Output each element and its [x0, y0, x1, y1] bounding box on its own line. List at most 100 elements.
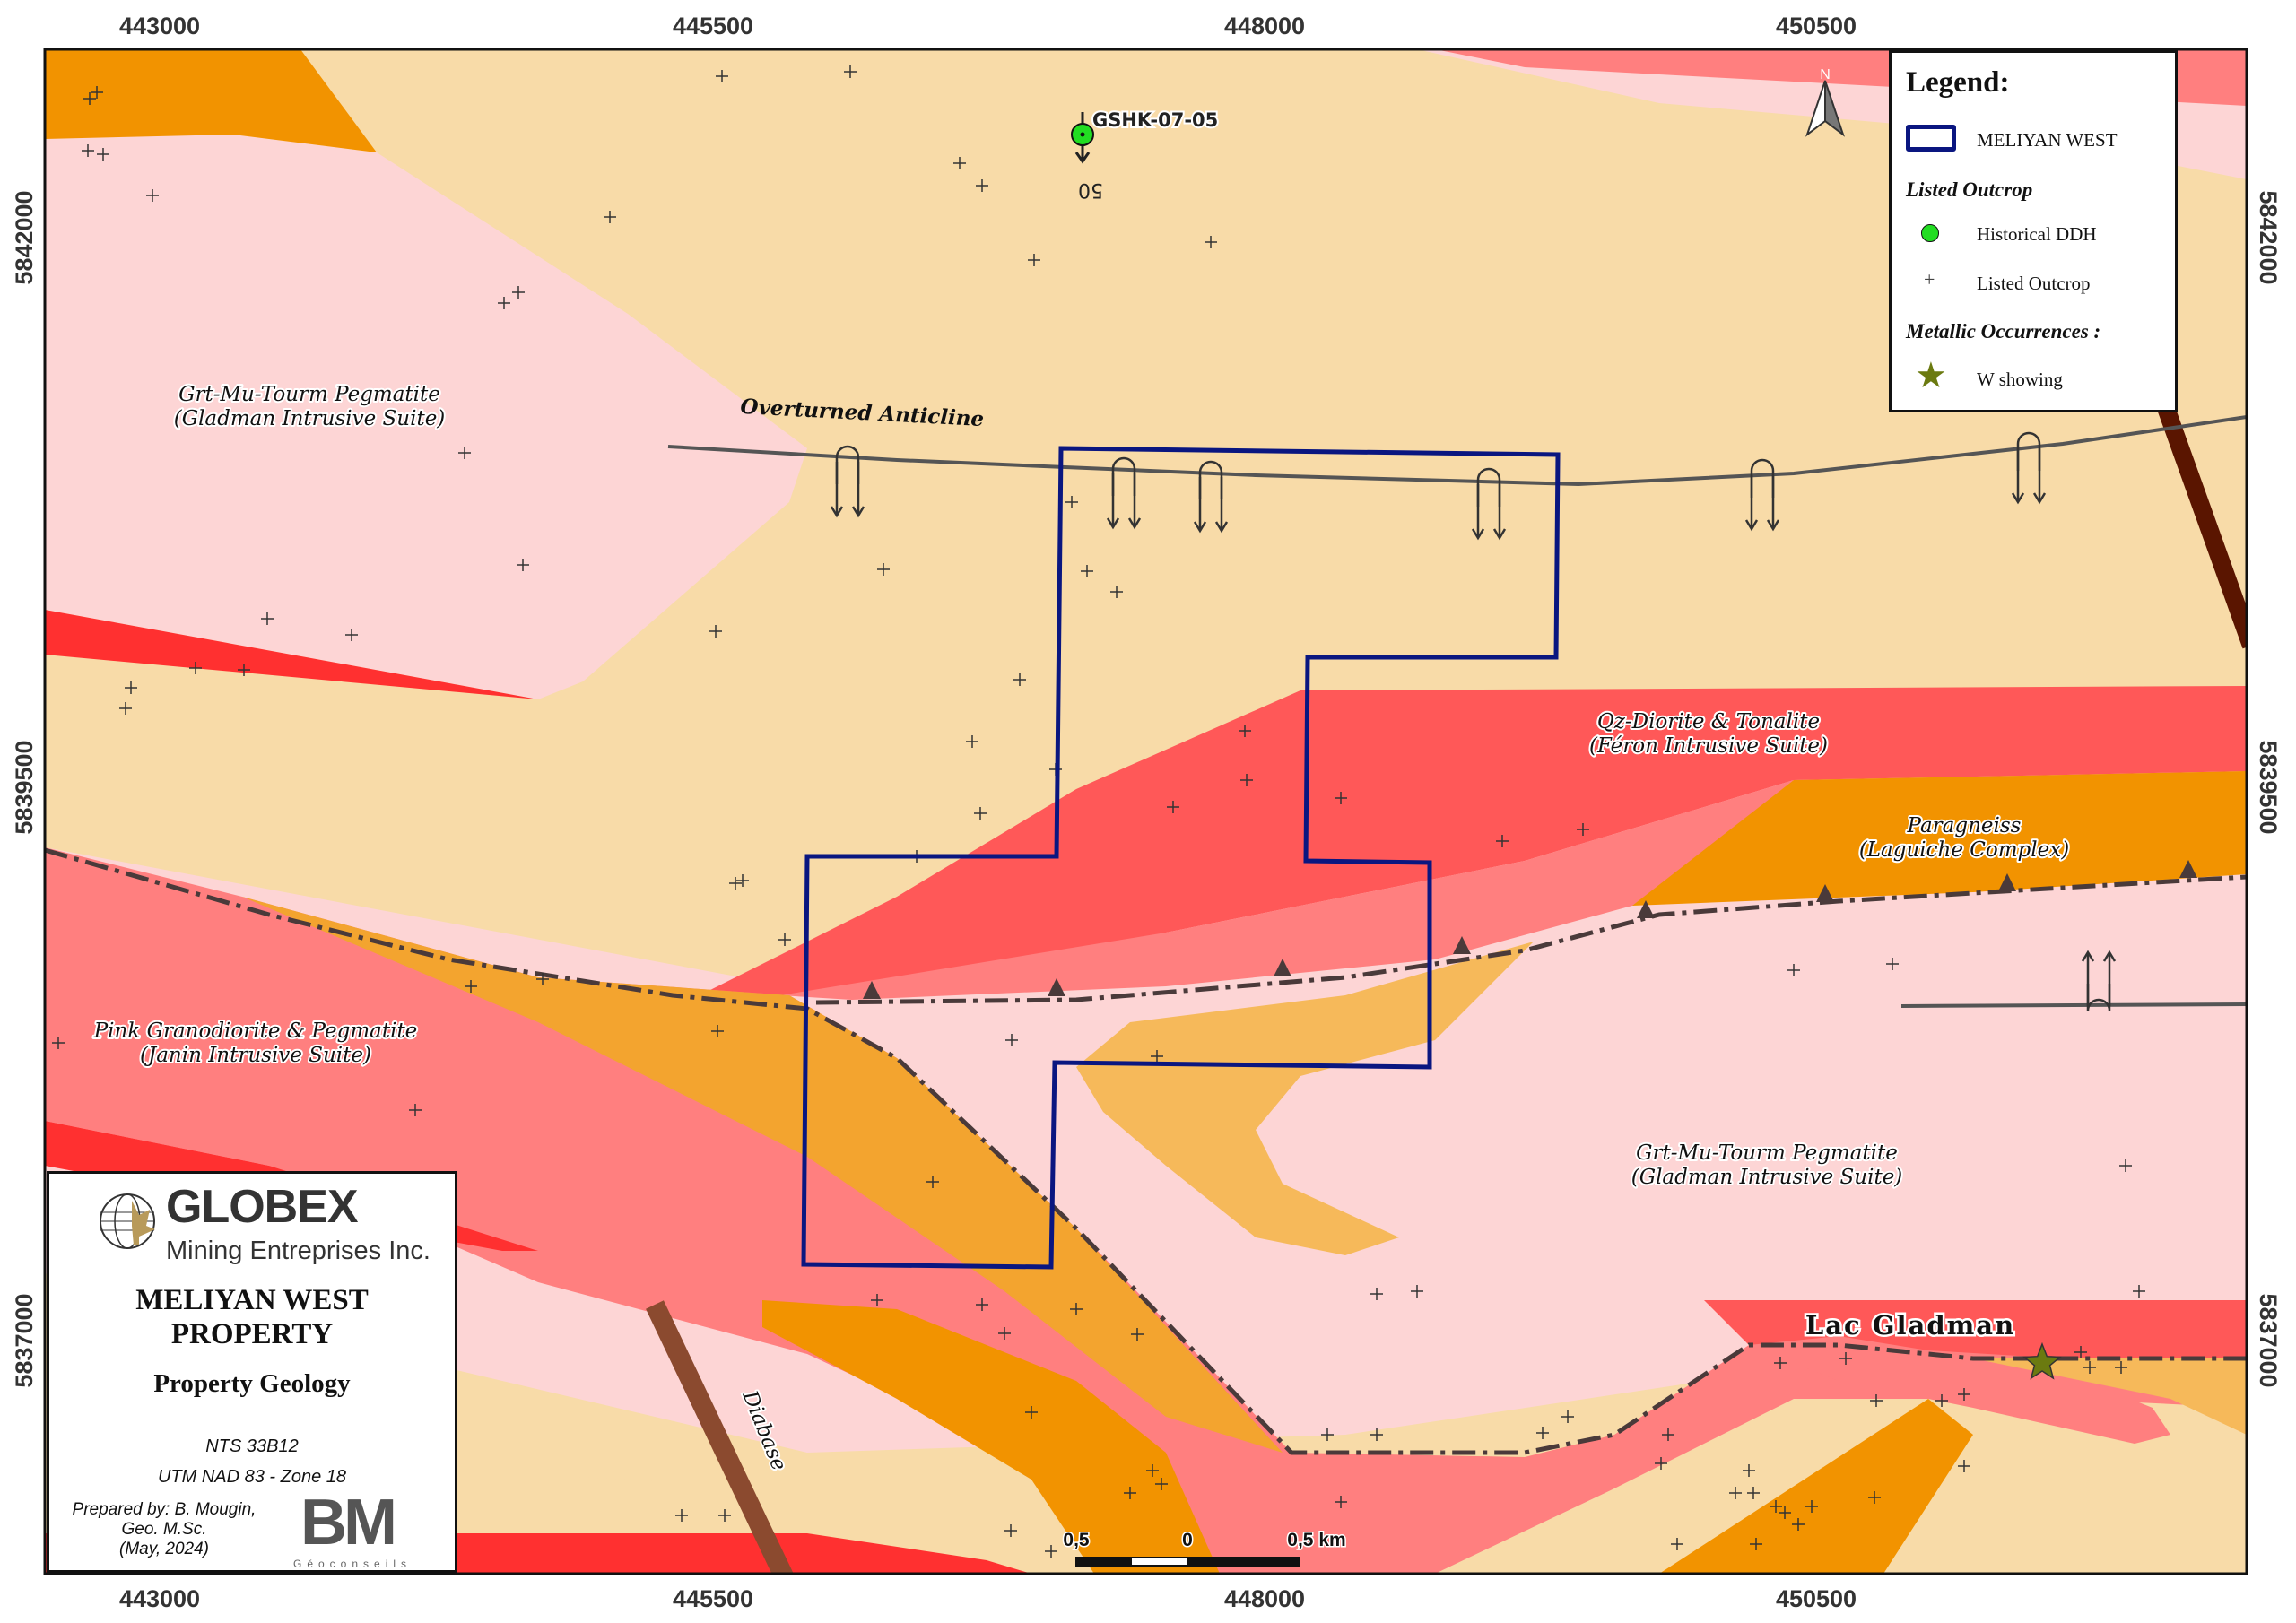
outcrop-cross-icon: [1886, 958, 1899, 970]
outcrop-cross-legend-icon: +: [1924, 268, 1935, 291]
outcrop-cross-icon: [1370, 1428, 1383, 1441]
outcrop-cross-icon: [718, 1509, 731, 1522]
outcrop-cross-icon: [1167, 801, 1179, 813]
y-tick-right: 5837000: [2255, 1293, 2282, 1387]
prepared-by: Prepared by: B. Mougin, Geo. M.Sc. (May,…: [57, 1500, 272, 1559]
x-tick-top: 450500: [1776, 13, 1857, 39]
property-title: MELIYAN WEST PROPERTY: [49, 1283, 455, 1351]
outcrop-cross-icon: [1335, 792, 1347, 804]
legend-panel: Legend: MELIYAN WEST Listed Outcrop Hist…: [1889, 50, 2178, 412]
outcrop-cross-icon: [1868, 1491, 1881, 1504]
fold-arc: [1111, 456, 1136, 496]
thrust-triangle-icon: [1816, 884, 1834, 902]
outcrop-cross-icon: [1655, 1457, 1667, 1470]
outcrop-cross-icon: [1770, 1500, 1782, 1513]
outcrop-cross-icon: [1146, 1464, 1159, 1477]
outcrop-cross-icon: [1750, 1538, 1762, 1550]
unit-paragneiss-east: [1632, 771, 2247, 906]
outcrop-cross-icon: [2083, 1361, 2096, 1374]
label-diorite-2: (Féron Intrusive Suite): [1589, 734, 1828, 758]
unit-qz-diorite: [700, 686, 2247, 995]
coordinate-ticks: 443000 445500 448000 450500 443000 44550…: [11, 13, 2282, 1612]
outcrop-cross-icon: [512, 286, 525, 299]
fold-arrowhead: [1106, 517, 1120, 530]
w-showing-star-icon[interactable]: [2022, 1341, 2062, 1380]
bm-logo: BM: [300, 1487, 397, 1558]
map-frame: [43, 48, 2248, 1575]
property-boundary-meliyan-west[interactable]: [801, 446, 1561, 1270]
fold-arc: [2016, 431, 2041, 471]
outcrop-cross-icon: [1935, 1394, 1948, 1407]
diabase-dike: [646, 1300, 794, 1574]
thrust-triangle-icon: [1998, 873, 2016, 891]
outcrop-cross-icon: [1958, 1460, 1970, 1472]
outcrop-cross-icon: [1124, 1487, 1136, 1499]
outcrop-cross-icon: [1729, 1487, 1742, 1499]
ddh-legend-icon: [1921, 224, 1939, 242]
x-tick-top: 448000: [1224, 13, 1305, 39]
unit-red-west: [45, 610, 538, 699]
property-title-line2: PROPERTY: [170, 1318, 334, 1350]
outcrop-cross-icon: [261, 612, 274, 625]
outcrop-cross-icon: [146, 189, 159, 202]
outcrop-cross-icon: [871, 1294, 883, 1306]
outcrop-cross-icon: [83, 92, 96, 105]
outcrop-cross-icon: [345, 629, 358, 641]
fold-arrowhead: [1492, 528, 1507, 541]
fold-arc: [835, 445, 860, 484]
outcrop-cross-icon: [1774, 1357, 1787, 1369]
label-ddh-dip: 50: [1078, 178, 1103, 201]
outcrop-cross-icon: [498, 297, 510, 309]
thrust-triangle-icon: [1453, 936, 1471, 954]
outcrop-cross-icon: [1792, 1518, 1805, 1531]
outcrop-cross-icon: [1496, 835, 1509, 847]
thrust-triangles: [863, 860, 2197, 999]
north-arrow-icon: [1805, 80, 1845, 137]
outcrop-cross-icon: [1205, 236, 1217, 248]
outcrop-cross-icon: [1779, 1506, 1791, 1519]
property-title-line1: MELIYAN WEST: [135, 1284, 369, 1316]
outcrop-points: [52, 65, 2145, 1558]
y-tick-right: 5842000: [2255, 190, 2282, 284]
fold-arrowhead: [2081, 950, 2095, 962]
outcrop-cross-icon: [877, 563, 890, 576]
label-ddh: GSHK-07-05: [1092, 109, 1218, 131]
x-tick-bottom: 445500: [673, 1585, 753, 1612]
label-pegmatite-se-2: (Gladman Intrusive Suite): [1631, 1166, 1903, 1189]
outcrop-cross-icon: [1025, 1406, 1038, 1419]
outcrop-cross-icon: [189, 662, 202, 674]
unit-pegmatite-nw: [45, 135, 807, 699]
legend-section-metallic: Metallic Occurrences :: [1906, 320, 2101, 343]
outcrop-cross-icon: [52, 1037, 65, 1049]
outcrop-cross-icon: [1131, 1328, 1144, 1341]
outcrop-cross-icon: [1662, 1428, 1674, 1441]
unit-paragneiss-nw: [45, 49, 377, 152]
fold-arrowhead: [2011, 492, 2025, 505]
anticline-axis: [667, 415, 2247, 487]
outcrop-cross-icon: [1743, 1464, 1755, 1477]
outcrop-cross-icon: [1239, 725, 1251, 737]
outcrop-cross-icon: [926, 1176, 939, 1188]
x-tick-bottom: 448000: [1224, 1585, 1305, 1612]
outcrop-cross-icon: [1240, 774, 1253, 786]
overturned-anticline-symbol-icon: [1744, 458, 1780, 532]
outcrop-cross-icon: [1561, 1410, 1574, 1423]
overturned-anticline-symbol-icon: [2081, 950, 2117, 1011]
title-block: GLOBEX Mining Entreprises Inc. MELIYAN W…: [47, 1171, 457, 1573]
outcrop-cross-icon: [97, 148, 109, 161]
prepared-line2: Geo. M.Sc.: [121, 1520, 207, 1539]
fold-arc: [2086, 984, 2111, 1011]
outcrop-cross-icon: [675, 1509, 688, 1522]
outcrop-cross-icon: [1155, 1478, 1168, 1490]
fold-arrowhead: [830, 506, 844, 518]
fold-arrowhead: [851, 506, 865, 518]
y-tick-right: 5839500: [2255, 740, 2282, 834]
outcrop-cross-icon: [1787, 964, 1800, 976]
thrust-fault: [815, 874, 2247, 1005]
outcrop-cross-icon: [465, 980, 477, 993]
outcrop-cross-icon: [844, 65, 857, 78]
scale-right: 0,5 km: [1287, 1530, 1345, 1550]
outcrop-cross-icon: [953, 157, 966, 169]
outcrop-cross-icon: [409, 1104, 422, 1116]
outcrop-cross-icon: [778, 933, 791, 946]
